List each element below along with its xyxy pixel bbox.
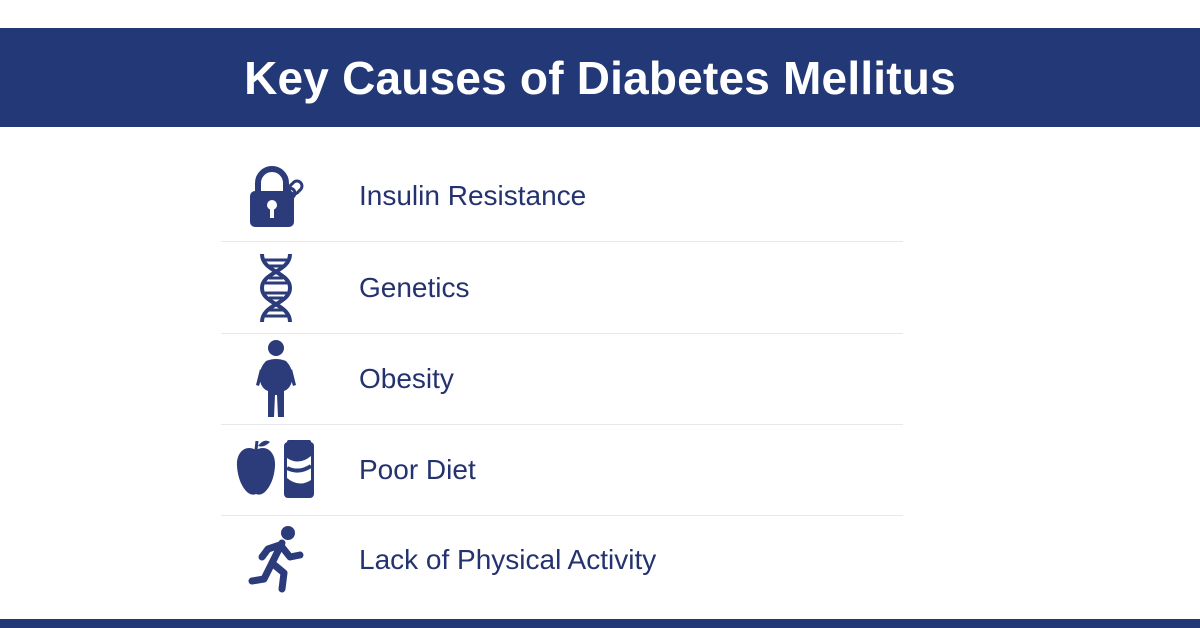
person-obesity-icon [221, 339, 331, 419]
dna-icon [221, 252, 331, 324]
apple-and-soda-can-icon [221, 438, 331, 502]
top-margin [0, 0, 1200, 28]
running-person-icon [221, 525, 331, 595]
footer-bar [0, 619, 1200, 628]
cause-label: Obesity [359, 363, 454, 394]
list-item-obesity: Obesity [221, 333, 903, 424]
cause-label: Poor Diet [359, 454, 476, 485]
padlock-chain-icon [221, 163, 331, 229]
list-item-genetics: Genetics [221, 241, 903, 333]
causes-list: Insulin Resistance Genetics [221, 150, 903, 604]
title-banner: Key Causes of Diabetes Mellitus [0, 28, 1200, 127]
list-item-poor-diet: Poor Diet [221, 424, 903, 515]
cause-label: Genetics [359, 271, 470, 303]
cause-label: Insulin Resistance [359, 179, 587, 211]
page-title: Key Causes of Diabetes Mellitus [244, 51, 956, 104]
list-item-insulin-resistance: Insulin Resistance [221, 150, 903, 241]
list-item-lack-of-physical-activity: Lack of Physical Activity [221, 515, 903, 604]
cause-label: Lack of Physical Activity [359, 544, 657, 575]
